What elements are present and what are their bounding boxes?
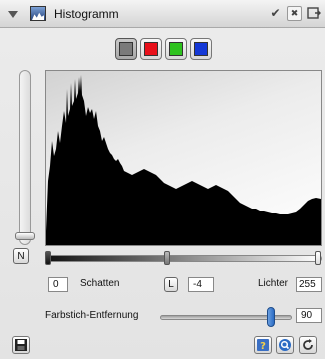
color-cast-slider-track[interactable] (160, 315, 292, 320)
channel-red-button[interactable] (140, 38, 162, 60)
midtone-value-field[interactable]: -4 (188, 277, 214, 292)
channel-all-button[interactable] (115, 38, 137, 60)
vertical-scale-thumb[interactable] (15, 232, 35, 240)
shadows-slider-thumb[interactable] (45, 251, 51, 265)
shadows-label: Schatten (80, 278, 120, 289)
neutral-button[interactable]: N (13, 248, 29, 264)
panel-title-bar: Histogramm ✔ ✖ (0, 0, 325, 28)
highlights-value-field[interactable]: 255 (296, 277, 322, 292)
reset-icon[interactable] (299, 336, 317, 354)
channel-green-swatch (169, 42, 183, 56)
svg-text:?: ? (260, 341, 266, 352)
histogram-icon (30, 6, 46, 21)
l-button[interactable]: L (164, 277, 178, 292)
dock-icon[interactable] (306, 6, 321, 21)
color-cast-slider-thumb[interactable] (267, 307, 275, 327)
vertical-scale-slider[interactable] (19, 70, 31, 245)
channel-blue-button[interactable] (190, 38, 212, 60)
channel-blue-swatch (194, 42, 208, 56)
highlights-slider-thumb[interactable] (315, 251, 321, 265)
channel-all-swatch (119, 42, 133, 56)
channel-red-swatch (144, 42, 158, 56)
channel-green-button[interactable] (165, 38, 187, 60)
histogram-shape (46, 75, 321, 245)
midtone-slider-thumb[interactable] (164, 251, 170, 265)
levels-gradient-track (47, 255, 322, 262)
highlights-label: Lichter (258, 278, 289, 289)
panel-title: Histogramm (54, 7, 119, 21)
help-icon[interactable]: ? (254, 336, 272, 354)
check-icon[interactable]: ✔ (270, 6, 281, 20)
zoom-preview-icon[interactable] (276, 336, 294, 354)
color-cast-value-field[interactable]: 90 (296, 308, 322, 323)
color-cast-label: Farbstich-Entfernung (45, 310, 139, 321)
shadows-value-field[interactable]: 0 (48, 277, 68, 292)
histogram-graph (46, 75, 321, 245)
close-icon[interactable]: ✖ (287, 6, 302, 21)
histogram-display (45, 70, 322, 246)
save-icon[interactable] (12, 336, 30, 354)
disclosure-triangle-icon[interactable] (8, 11, 18, 18)
channel-selector (115, 38, 212, 62)
